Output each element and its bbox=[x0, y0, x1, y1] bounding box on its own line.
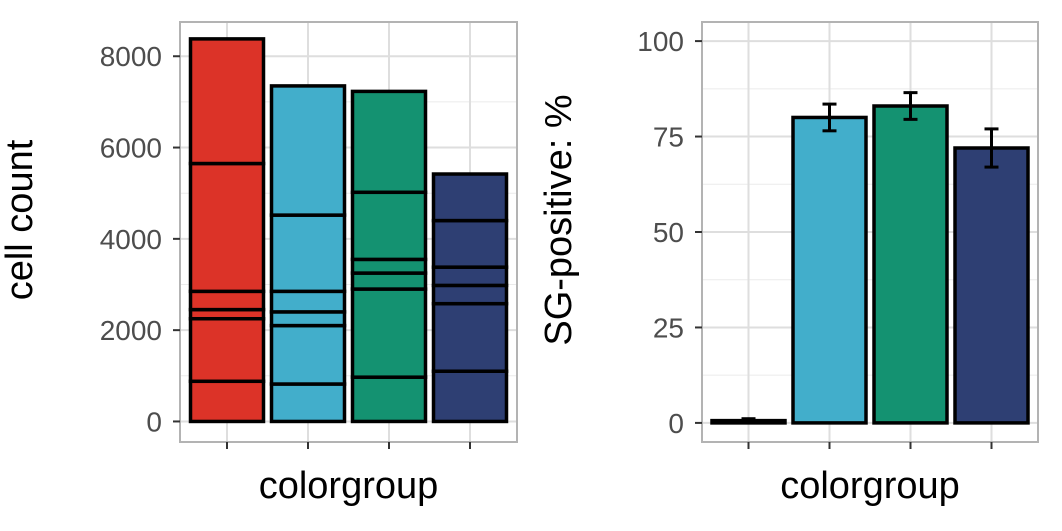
sg-positive-panel: 0 25 50 75 100 colorgroup SG-positive: % bbox=[538, 21, 1039, 507]
y-tick-label: 25 bbox=[653, 312, 684, 343]
panel-border bbox=[179, 21, 518, 443]
y-axis-title: SG-positive: % bbox=[538, 94, 580, 345]
bar-segment bbox=[188, 316, 266, 384]
bar bbox=[791, 115, 868, 425]
y-tick-label: 50 bbox=[653, 217, 684, 248]
bar-segment bbox=[431, 265, 509, 288]
bar-segment bbox=[269, 213, 347, 294]
bar-segment bbox=[350, 287, 428, 379]
bar-segment bbox=[431, 172, 509, 223]
y-tick-label: 0 bbox=[668, 408, 684, 439]
bar-segment bbox=[431, 218, 509, 269]
bar-segment bbox=[269, 323, 347, 386]
cell-count-panel: 0 2000 4000 6000 8000 colorgroup cell count bbox=[0, 21, 518, 507]
y-axis-title: cell count bbox=[0, 139, 41, 300]
y-tick-label: 100 bbox=[637, 26, 684, 57]
y-tick-label: 6000 bbox=[100, 133, 162, 164]
bar bbox=[953, 146, 1030, 425]
bar-segment bbox=[350, 257, 428, 275]
bar-segment bbox=[431, 283, 509, 306]
bar-segment bbox=[350, 271, 428, 291]
bar-segment bbox=[188, 161, 266, 294]
y-tick-label: 0 bbox=[146, 406, 162, 437]
bar-segment bbox=[188, 289, 266, 312]
bar-segment bbox=[350, 375, 428, 424]
x-axis-title: colorgroup bbox=[259, 465, 439, 507]
bar-segment bbox=[269, 289, 347, 314]
bar bbox=[872, 104, 949, 425]
x-axis-title: colorgroup bbox=[780, 465, 960, 507]
y-tick-label: 2000 bbox=[100, 315, 162, 346]
y-tick-label: 4000 bbox=[100, 224, 162, 255]
y-tick-label: 75 bbox=[653, 122, 684, 153]
bar-segment bbox=[269, 310, 347, 328]
bar-segment bbox=[431, 301, 509, 373]
bar-segment bbox=[188, 379, 266, 424]
y-tick-label: 8000 bbox=[100, 41, 162, 72]
bar-segment bbox=[350, 89, 428, 195]
bar-segment bbox=[431, 369, 509, 424]
bar-segment bbox=[269, 84, 347, 217]
bar-segment bbox=[350, 190, 428, 262]
bar-segment bbox=[188, 37, 266, 166]
bar-segment bbox=[269, 382, 347, 424]
